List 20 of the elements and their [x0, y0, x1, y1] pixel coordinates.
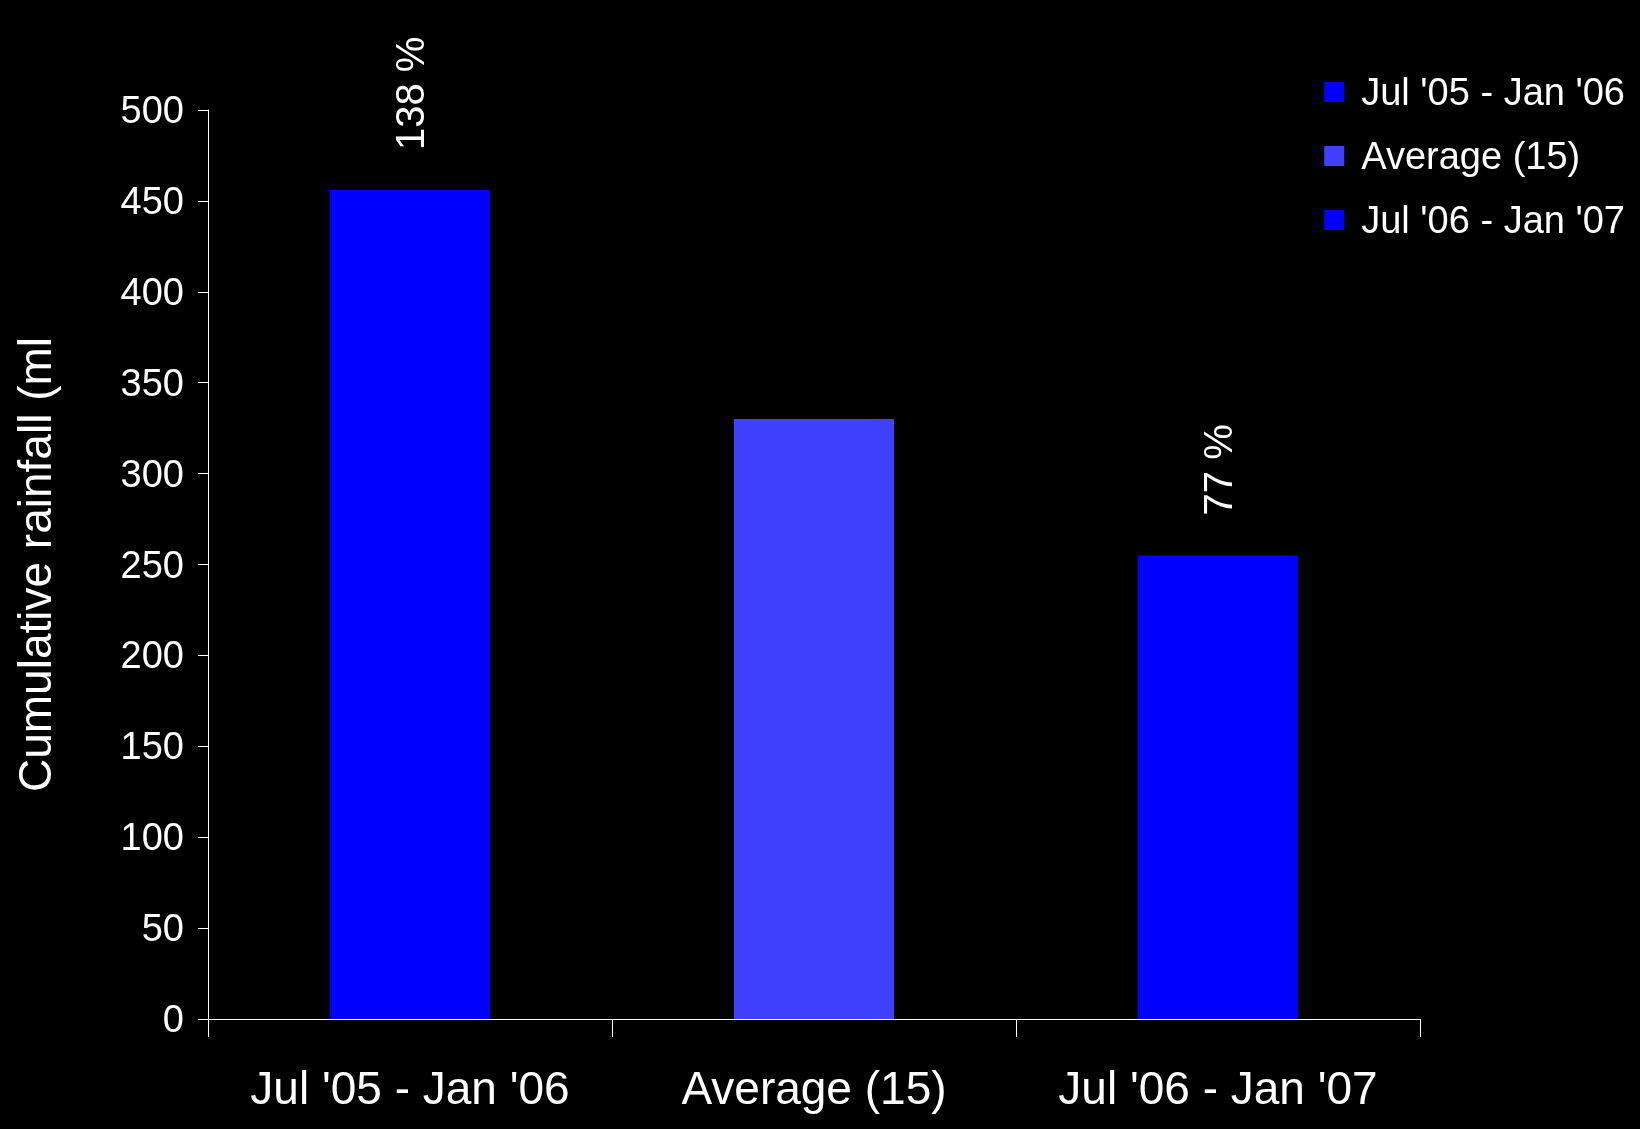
y-tick-label: 0: [162, 998, 184, 1040]
y-tick-label: 50: [141, 907, 184, 950]
y-tick-label: 250: [120, 543, 184, 586]
y-tick-label: 100: [120, 816, 184, 859]
y-tick-label: 400: [120, 270, 184, 313]
y-axis-title: Cumulative rainfall (ml: [9, 336, 61, 793]
legend-label: Average (15): [1361, 135, 1581, 177]
x-tick-label: Jul '05 - Jan '06: [250, 1062, 570, 1114]
y-tick-label: 300: [120, 452, 184, 495]
y-tick-label: 200: [120, 634, 184, 677]
legend-label: Jul '06 - Jan '07: [1361, 199, 1626, 241]
annotation: 77 %: [1196, 424, 1240, 516]
y-tick-label: 350: [120, 361, 184, 404]
x-tick-label: Jul '06 - Jan '07: [1058, 1062, 1378, 1114]
y-tick-label: 500: [120, 89, 184, 131]
annotation: 138 %: [388, 36, 432, 150]
y-tick-label: 450: [120, 179, 184, 222]
legend-label: Jul '05 - Jan '06: [1361, 71, 1626, 113]
y-tick-label: 150: [120, 725, 184, 768]
x-tick-label: Average (15): [681, 1062, 947, 1114]
